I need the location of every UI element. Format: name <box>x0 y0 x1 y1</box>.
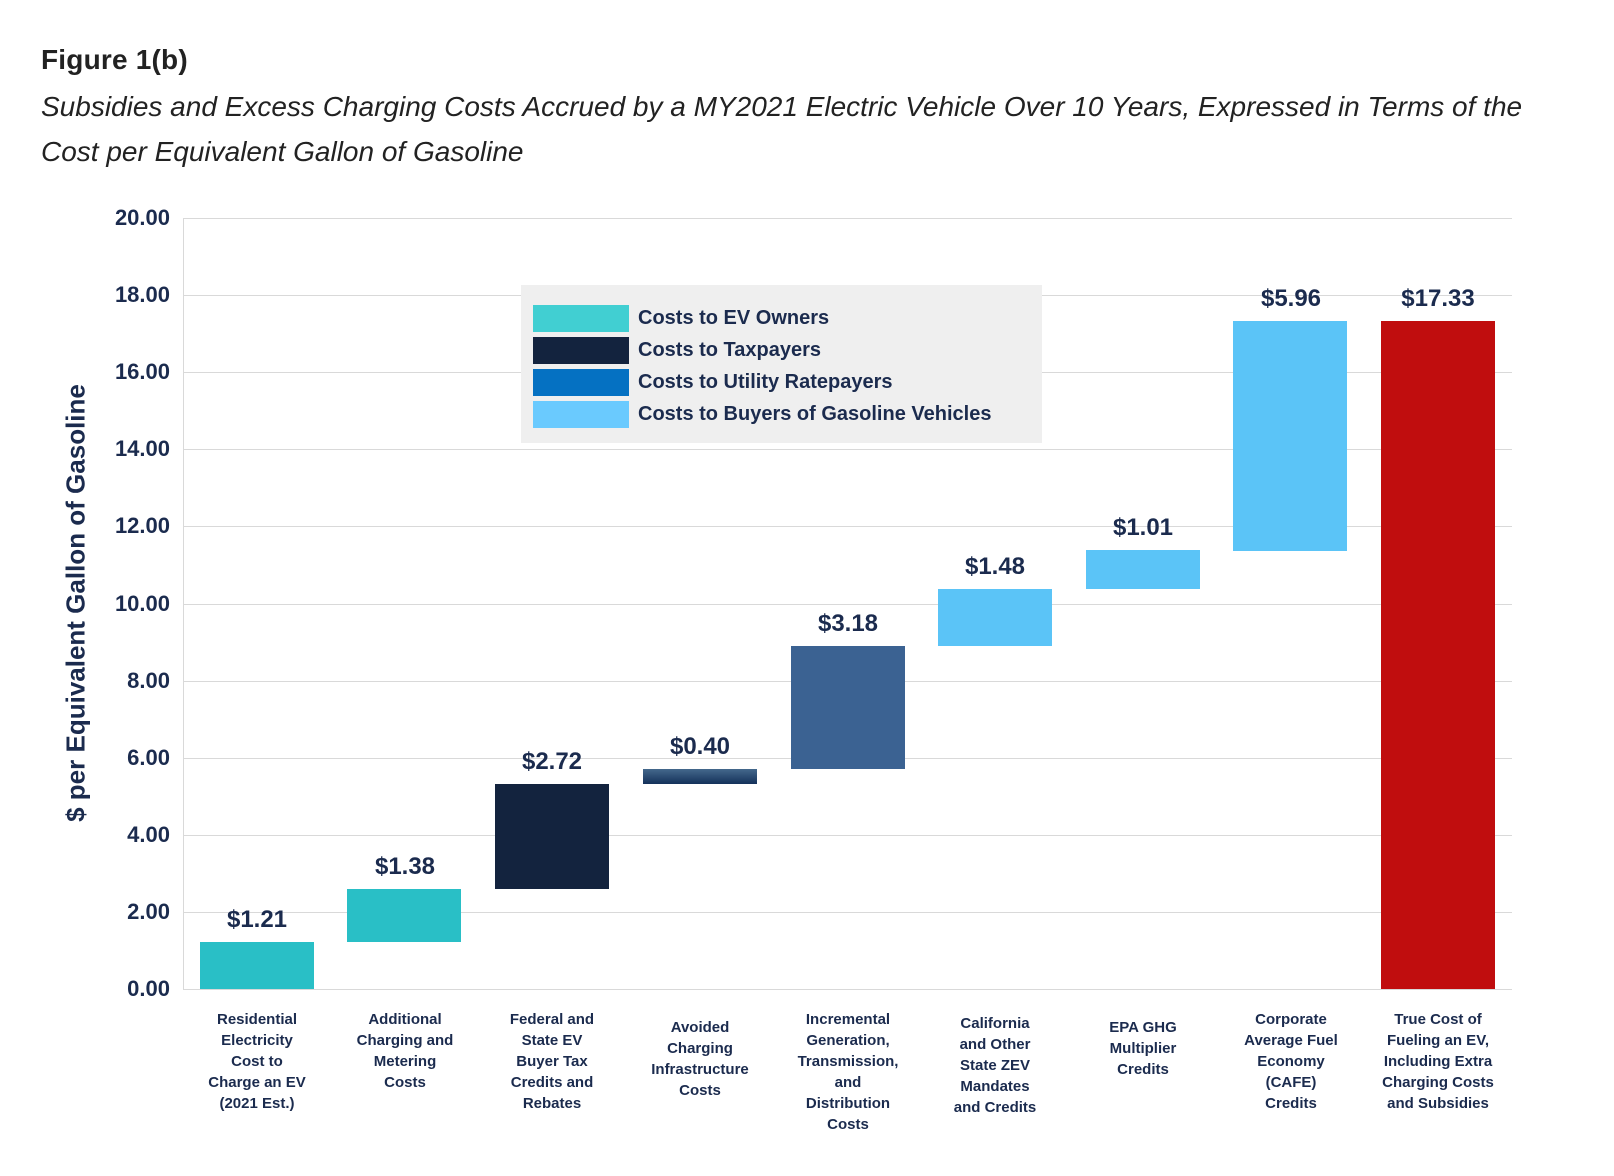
legend-item-label: Costs to Taxpayers <box>638 339 822 361</box>
x-category-label: California and Other State ZEV Mandates … <box>953 1015 1037 1116</box>
bar-value-label: $0.40 <box>669 733 731 760</box>
bar-value-label: $1.38 <box>374 853 436 880</box>
x-category-label: Federal and State EV Buyer Tax Credits a… <box>509 1011 595 1112</box>
bar-value-label: $5.96 <box>1260 285 1322 312</box>
x-category-label: Incremental Generation, Transmission, an… <box>797 1011 899 1133</box>
bar-2 <box>347 889 461 942</box>
y-tick-label: 16.00 <box>114 359 170 384</box>
legend-item: Costs to Buyers of Gasoline Vehicles <box>533 401 1042 428</box>
gridline <box>183 604 1512 605</box>
gridline <box>183 218 1512 219</box>
bar-value-label: $1.01 <box>1112 514 1174 541</box>
y-tick-label: 14.00 <box>114 436 170 461</box>
x-category-label: EPA GHG Multiplier Credits <box>1109 1019 1177 1078</box>
legend-item-label: Costs to Utility Ratepayers <box>638 371 893 393</box>
legend-item-label: Costs to EV Owners <box>638 307 830 329</box>
x-category-label: True Cost of Fueling an EV, Including Ex… <box>1382 1011 1494 1112</box>
legend-swatch <box>533 337 629 364</box>
y-tick-label: 18.00 <box>114 282 170 307</box>
bar-value-label: $1.48 <box>964 553 1026 580</box>
bar-value-label: $1.21 <box>226 906 288 933</box>
legend-item: Costs to Utility Ratepayers <box>533 369 1042 396</box>
bar-3 <box>495 784 609 889</box>
y-tick-label: 2.00 <box>127 899 170 924</box>
y-tick-label: 0.00 <box>127 976 170 1001</box>
figure-subtitle: Subsidies and Excess Charging Costs Accr… <box>41 91 1523 167</box>
bar-5 <box>791 646 905 769</box>
legend-swatch <box>533 401 629 428</box>
x-category-label: Corporate Average Fuel Economy (CAFE) Cr… <box>1244 1011 1338 1112</box>
gridline <box>183 989 1512 990</box>
legend: Costs to EV Owners Costs to Taxpayers Cost… <box>521 285 1042 443</box>
y-tick-label: 4.00 <box>127 822 170 847</box>
figure-label: Figure 1(b) <box>41 44 188 75</box>
bar-8 <box>1233 321 1347 551</box>
legend-item-label: Costs to Buyers of Gasoline Vehicles <box>638 403 992 425</box>
legend-item: Costs to Taxpayers <box>533 337 1042 364</box>
bar-4 <box>643 769 757 784</box>
bar-value-label: $2.72 <box>521 748 583 775</box>
bar-7 <box>1086 550 1200 589</box>
legend-swatch <box>533 305 629 332</box>
gridline <box>183 835 1512 836</box>
bar-6 <box>938 589 1052 646</box>
y-tick-label: 10.00 <box>114 591 170 616</box>
bar-value-label: $17.33 <box>1401 285 1475 312</box>
x-category-label: Avoided Charging Infrastructure Costs <box>651 1019 749 1099</box>
y-tick-label: 8.00 <box>127 668 170 693</box>
gridline <box>183 526 1512 527</box>
x-category-label: Additional Charging and Metering Costs <box>356 1011 454 1091</box>
legend-item: Costs to EV Owners <box>533 305 1042 332</box>
bar-9 <box>1381 321 1495 989</box>
bar-1 <box>200 942 314 989</box>
y-tick-label: 12.00 <box>114 513 170 538</box>
y-tick-label: 20.00 <box>114 205 170 230</box>
gridline <box>183 912 1512 913</box>
y-tick-label: 6.00 <box>127 745 170 770</box>
x-category-label: Residential Electricity Cost to Charge a… <box>208 1011 306 1112</box>
bar-value-label: $3.18 <box>817 610 879 637</box>
y-axis-line <box>183 218 184 989</box>
legend-swatch <box>533 369 629 396</box>
gridline <box>183 449 1512 450</box>
